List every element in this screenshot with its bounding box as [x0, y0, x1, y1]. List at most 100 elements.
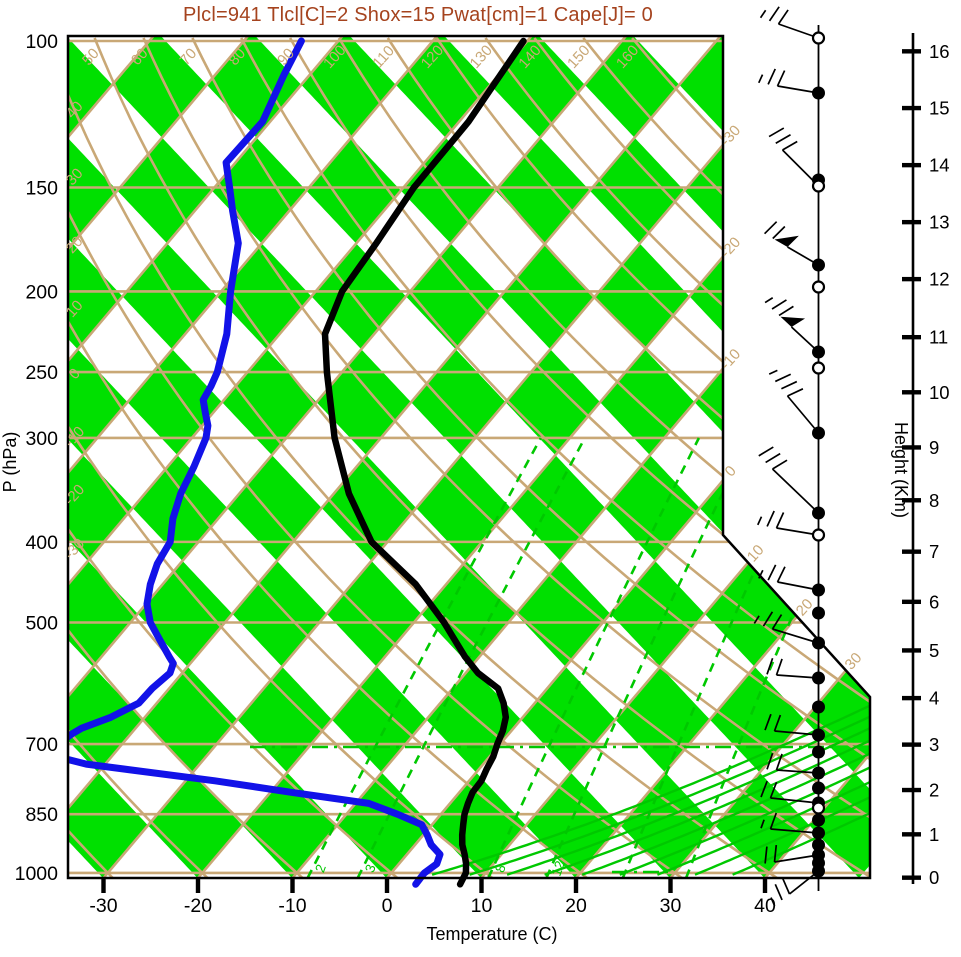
- station-circle-open: [811, 361, 826, 375]
- wind-barb-full: [774, 883, 783, 901]
- pressure-tick-label: 250: [25, 362, 58, 384]
- wind-barb-staff: [771, 468, 820, 514]
- mixing-ratio-line: [306, 437, 542, 878]
- station-dot: [812, 813, 825, 827]
- pressure-axis-title: P (hPa): [0, 432, 20, 493]
- wind-barb-staff: [770, 797, 819, 804]
- moist-adiabat-line: [506, 148, 870, 876]
- wind-barb-staff: [772, 628, 819, 644]
- wind-barb-half: [764, 297, 774, 304]
- pressure-tick-label: 500: [25, 612, 58, 634]
- isotherm-line: [68, 36, 249, 878]
- height-tick-label: 16: [929, 41, 950, 62]
- wind-barb-full: [775, 134, 791, 145]
- height-tick-label: 2: [929, 780, 939, 801]
- plot-frame: [66, 34, 872, 880]
- temperature-tick: [668, 879, 673, 893]
- height-tick: [902, 162, 921, 168]
- wind-barb-staff: [776, 769, 819, 774]
- station-dot: [812, 766, 825, 780]
- wind-barb-full: [764, 713, 772, 731]
- wind-barb-full: [769, 812, 778, 830]
- height-axis-title: Height (Km): [891, 422, 911, 518]
- station-dot: [812, 826, 825, 840]
- wind-barb-full: [774, 373, 792, 383]
- wind-barb-full: [767, 68, 777, 85]
- wind-barb-full: [766, 752, 774, 770]
- temperature-tick: [479, 879, 484, 893]
- dry-adiabat-line: [68, 37, 588, 878]
- dry-adiabat-line: [484, 37, 870, 878]
- wind-barb-full: [769, 781, 778, 799]
- wind-barb-full: [781, 380, 798, 390]
- moist-adiabat-line: [544, 148, 870, 876]
- height-tick-label: 10: [929, 382, 950, 403]
- height-tick: [902, 549, 921, 554]
- dry-adiabat-line: [582, 37, 870, 878]
- height-tick: [902, 498, 921, 503]
- dewpoint-curve: [68, 37, 444, 888]
- station-dot: [812, 506, 825, 520]
- dry-adiabat-line: [68, 37, 304, 878]
- wind-barb-half: [759, 9, 767, 19]
- dry-adiabat-line: [337, 37, 870, 878]
- temperature-tick: [101, 879, 106, 893]
- wind-barb-staff: [777, 581, 819, 591]
- wind-barb-full: [775, 512, 785, 529]
- station-dot: [812, 606, 825, 620]
- station-dot: [812, 728, 825, 742]
- wind-barb-staff: [776, 674, 819, 679]
- height-tick: [902, 648, 921, 653]
- wind-barb-half: [770, 897, 776, 907]
- wind-barb-full: [771, 614, 783, 630]
- temperature-tick-label: -10: [278, 895, 306, 917]
- height-tick-label: 8: [929, 490, 939, 511]
- station-dot: [812, 781, 825, 795]
- moist-adiabat-line: [656, 148, 870, 876]
- sounding-profiles: [68, 37, 527, 888]
- moist-adiabat-line: [732, 148, 870, 876]
- mixing-ratio-line: [487, 437, 701, 878]
- temperature-tick-label: 30: [660, 895, 682, 917]
- dry-adiabat-line: [288, 37, 870, 878]
- wind-barb-full: [768, 127, 785, 138]
- station-circle-open: [811, 31, 826, 45]
- height-tick: [902, 832, 921, 837]
- height-tick: [902, 787, 921, 793]
- isotherm-line: [68, 36, 344, 878]
- wind-barb-full: [777, 9, 789, 25]
- temperature-tick: [290, 879, 295, 893]
- temperature-tick-label: -20: [184, 895, 212, 917]
- wind-barb-full: [778, 305, 794, 317]
- isotherm-line: [68, 36, 438, 878]
- wind-barb-full: [775, 658, 783, 676]
- isotherm-line: [575, 36, 870, 878]
- wind-barb-half: [756, 516, 763, 526]
- temperature-tick-label: 10: [471, 895, 493, 917]
- height-tick-label: 13: [929, 212, 950, 233]
- height-tick-label: 0: [929, 867, 939, 888]
- wind-barb-flag: [774, 235, 799, 247]
- station-dot: [812, 671, 825, 685]
- dry-adiabat-line: [68, 37, 494, 878]
- dry-adiabat-line: [191, 37, 870, 878]
- height-tick: [902, 695, 921, 701]
- moist-adiabat-line: [469, 148, 870, 876]
- temperature-curve: [321, 37, 527, 888]
- pressure-tick-label: 100: [25, 31, 58, 53]
- wind-barb-half: [753, 615, 760, 624]
- station-circle-open: [811, 801, 826, 815]
- wind-barb-full: [771, 299, 787, 310]
- pressure-tick-label: 200: [25, 281, 58, 303]
- wind-barb-half: [768, 369, 778, 375]
- chart-title: Plcl=941 Tlcl[C]=2 Shox=15 Pwat[cm]=1 Ca…: [182, 4, 654, 26]
- wind-barb-column: [753, 6, 826, 907]
- height-tick-label: 11: [929, 327, 948, 348]
- pressure-tick-label: 400: [25, 532, 58, 554]
- dry-adiabat-line: [142, 37, 870, 878]
- wind-barb-staff: [778, 23, 819, 39]
- height-tick: [902, 445, 921, 450]
- moist-adiabat-line: [581, 148, 870, 876]
